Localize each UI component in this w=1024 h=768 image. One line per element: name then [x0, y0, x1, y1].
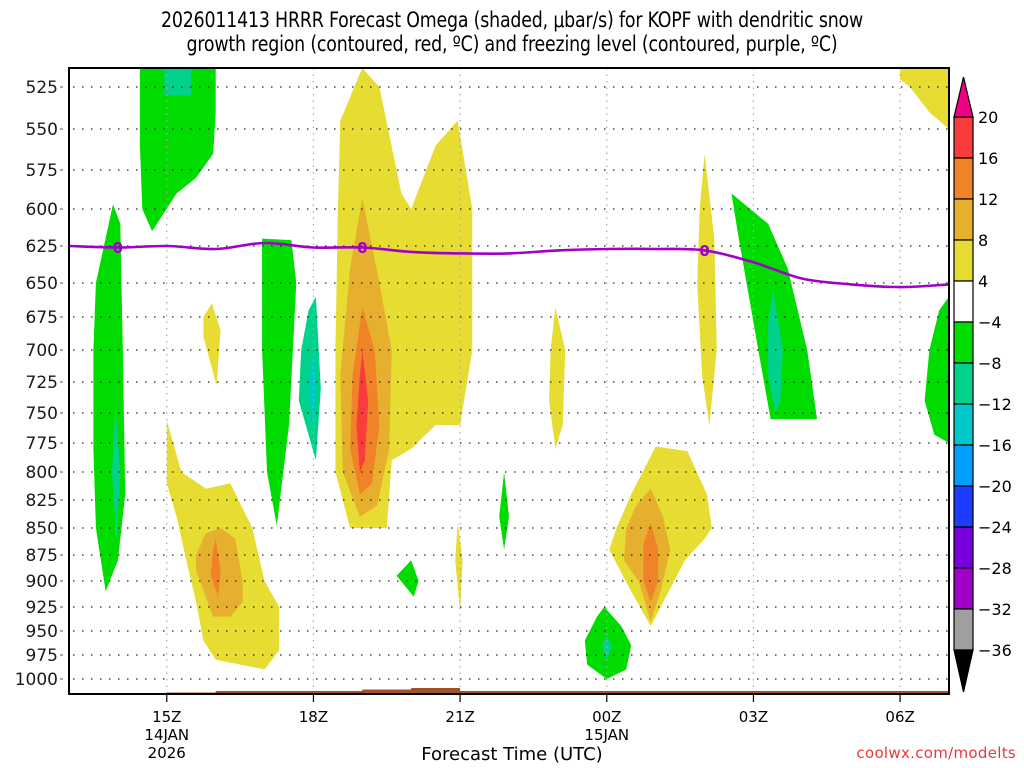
colorbar-box	[953, 157, 974, 200]
colorbar-box	[953, 362, 974, 405]
colorbar-box	[953, 567, 974, 610]
y-tick-label: 975	[26, 646, 58, 666]
colorbar-tick-label: 4	[978, 272, 988, 291]
colorbar-tick-label: 16	[978, 149, 998, 168]
y-tick-label: 950	[26, 622, 58, 642]
freezing-level-label: 0	[699, 242, 709, 260]
shaded-region-teal-left-column	[112, 406, 121, 539]
shaded-region-yellow-small-675	[203, 303, 221, 386]
shaded-region-dark-orange-00z-lower	[643, 522, 659, 602]
y-tick-label: 850	[26, 519, 58, 539]
y-tick-label: 775	[26, 434, 58, 454]
colorbar-tick-label: 8	[978, 231, 988, 250]
y-tick-label: 600	[26, 200, 58, 220]
freezing-level-label: 0	[357, 239, 367, 257]
y-tick-label: 925	[26, 598, 58, 618]
x-axis-label: Forecast Time (UTC)	[421, 744, 603, 765]
shaded-region-green-top-block	[139, 68, 216, 232]
y-tick-label: 900	[26, 572, 58, 592]
shaded-region-green-18z-column	[262, 238, 297, 526]
shaded-region-yellow-sliver-21z	[455, 522, 463, 612]
ground-surface	[69, 688, 949, 694]
x-tick-label: 06Z	[885, 708, 914, 726]
y-tick-label: 875	[26, 546, 58, 566]
y-tick-label: 625	[26, 237, 58, 257]
shaded-region-teal-top-block	[164, 68, 192, 96]
chart-title: 2026011413 HRRR Forecast Omega (shaded, …	[41, 8, 983, 56]
shaded-region-green-sliver-22z	[499, 472, 509, 550]
x-tick-date: 14JAN	[144, 726, 189, 744]
colorbar-tick-label: 12	[978, 190, 998, 209]
x-tick-label: 03Z	[739, 708, 768, 726]
x-tick-label: 00Z	[592, 708, 621, 726]
y-tick-label: 675	[26, 308, 58, 328]
shaded-region-green-right-edge	[924, 296, 949, 443]
y-tick-label: 825	[26, 491, 58, 511]
y-tick-label: 650	[26, 274, 58, 294]
colorbar-tick-label: −28	[978, 559, 1012, 578]
colorbar-tick-label: −4	[978, 313, 1002, 332]
colorbar-box	[953, 608, 974, 651]
chart-title-line1: 2026011413 HRRR Forecast Omega (shaded, …	[160, 8, 864, 32]
x-tick-date: 15JAN	[584, 726, 629, 744]
colorbar-tick-label: −8	[978, 354, 1002, 373]
colorbar-tick-label: −20	[978, 477, 1012, 496]
shaded-region-red-19z-core	[356, 350, 369, 472]
colorbar-box	[953, 116, 974, 159]
shaded-region-dark-orange-15z-lower	[210, 538, 221, 597]
colorbar-min-triangle	[953, 649, 974, 693]
colorbar-tick-label: −24	[978, 518, 1012, 537]
omega-shading-layer	[93, 68, 949, 679]
y-tick-label: 700	[26, 341, 58, 361]
ground-layer	[69, 688, 949, 694]
colorbar-box	[953, 198, 974, 241]
shaded-region-cyan-18z-core	[308, 350, 316, 425]
colorbar-box	[953, 403, 974, 446]
colorbar-box	[953, 485, 974, 528]
y-tick-label: 525	[26, 78, 58, 98]
colorbar-tick-label: −12	[978, 395, 1012, 414]
x-tick-label: 21Z	[445, 708, 474, 726]
x-tick-label: 18Z	[299, 708, 328, 726]
colorbar-tick-label: −36	[978, 641, 1012, 660]
y-tick-label: 575	[26, 161, 58, 181]
plot-frame	[68, 67, 950, 695]
y-tick-label: 550	[26, 120, 58, 140]
chart-title-line2: growth region (contoured, red, ºC) and f…	[186, 32, 838, 56]
colorbar-box	[953, 444, 974, 487]
shaded-region-yellow-top-right	[900, 68, 949, 129]
pressure-axis: 525 550 575 600 625 650 675 700 725 750 775 800 825 8…	[15, 78, 63, 690]
colorbar-tick-label: −16	[978, 436, 1012, 455]
shaded-region-green-left-column	[93, 204, 126, 592]
x-tick-label: 15Z	[152, 708, 181, 726]
y-tick-label: 800	[26, 463, 58, 483]
shaded-region-yellow-small-2330	[549, 307, 566, 449]
colorbar-tick-label: 20	[978, 108, 998, 127]
grid-layer	[73, 68, 949, 694]
y-tick-label: 725	[26, 373, 58, 393]
colorbar-box	[953, 526, 974, 569]
freezing-level-layer: 0 0 0	[69, 239, 949, 289]
colorbar-box	[953, 321, 974, 364]
x-tick-year: 2026	[148, 744, 186, 762]
y-tick-label: 1000	[15, 670, 58, 690]
colorbar-tick-label: −32	[978, 600, 1012, 619]
colorbar-box	[953, 239, 974, 282]
colorbar-box	[953, 280, 974, 323]
colorbar-max-triangle	[953, 76, 974, 118]
shaded-region-green-small-20z	[396, 560, 419, 597]
colorbar: 20 16 12 8 4 −4 −8 −12 −16 −20 −24 −28 −32 −36	[953, 76, 1012, 693]
credit-link[interactable]: coolwx.com/modelts	[856, 744, 1016, 762]
shaded-region-teal-18z-column	[298, 296, 321, 461]
freezing-level-label: 0	[113, 239, 123, 257]
y-tick-label: 750	[26, 404, 58, 424]
shaded-region-yellow-small-0200	[697, 153, 717, 425]
shaded-region-teal-03z-column	[768, 289, 783, 413]
freezing-level-line	[69, 241, 949, 289]
